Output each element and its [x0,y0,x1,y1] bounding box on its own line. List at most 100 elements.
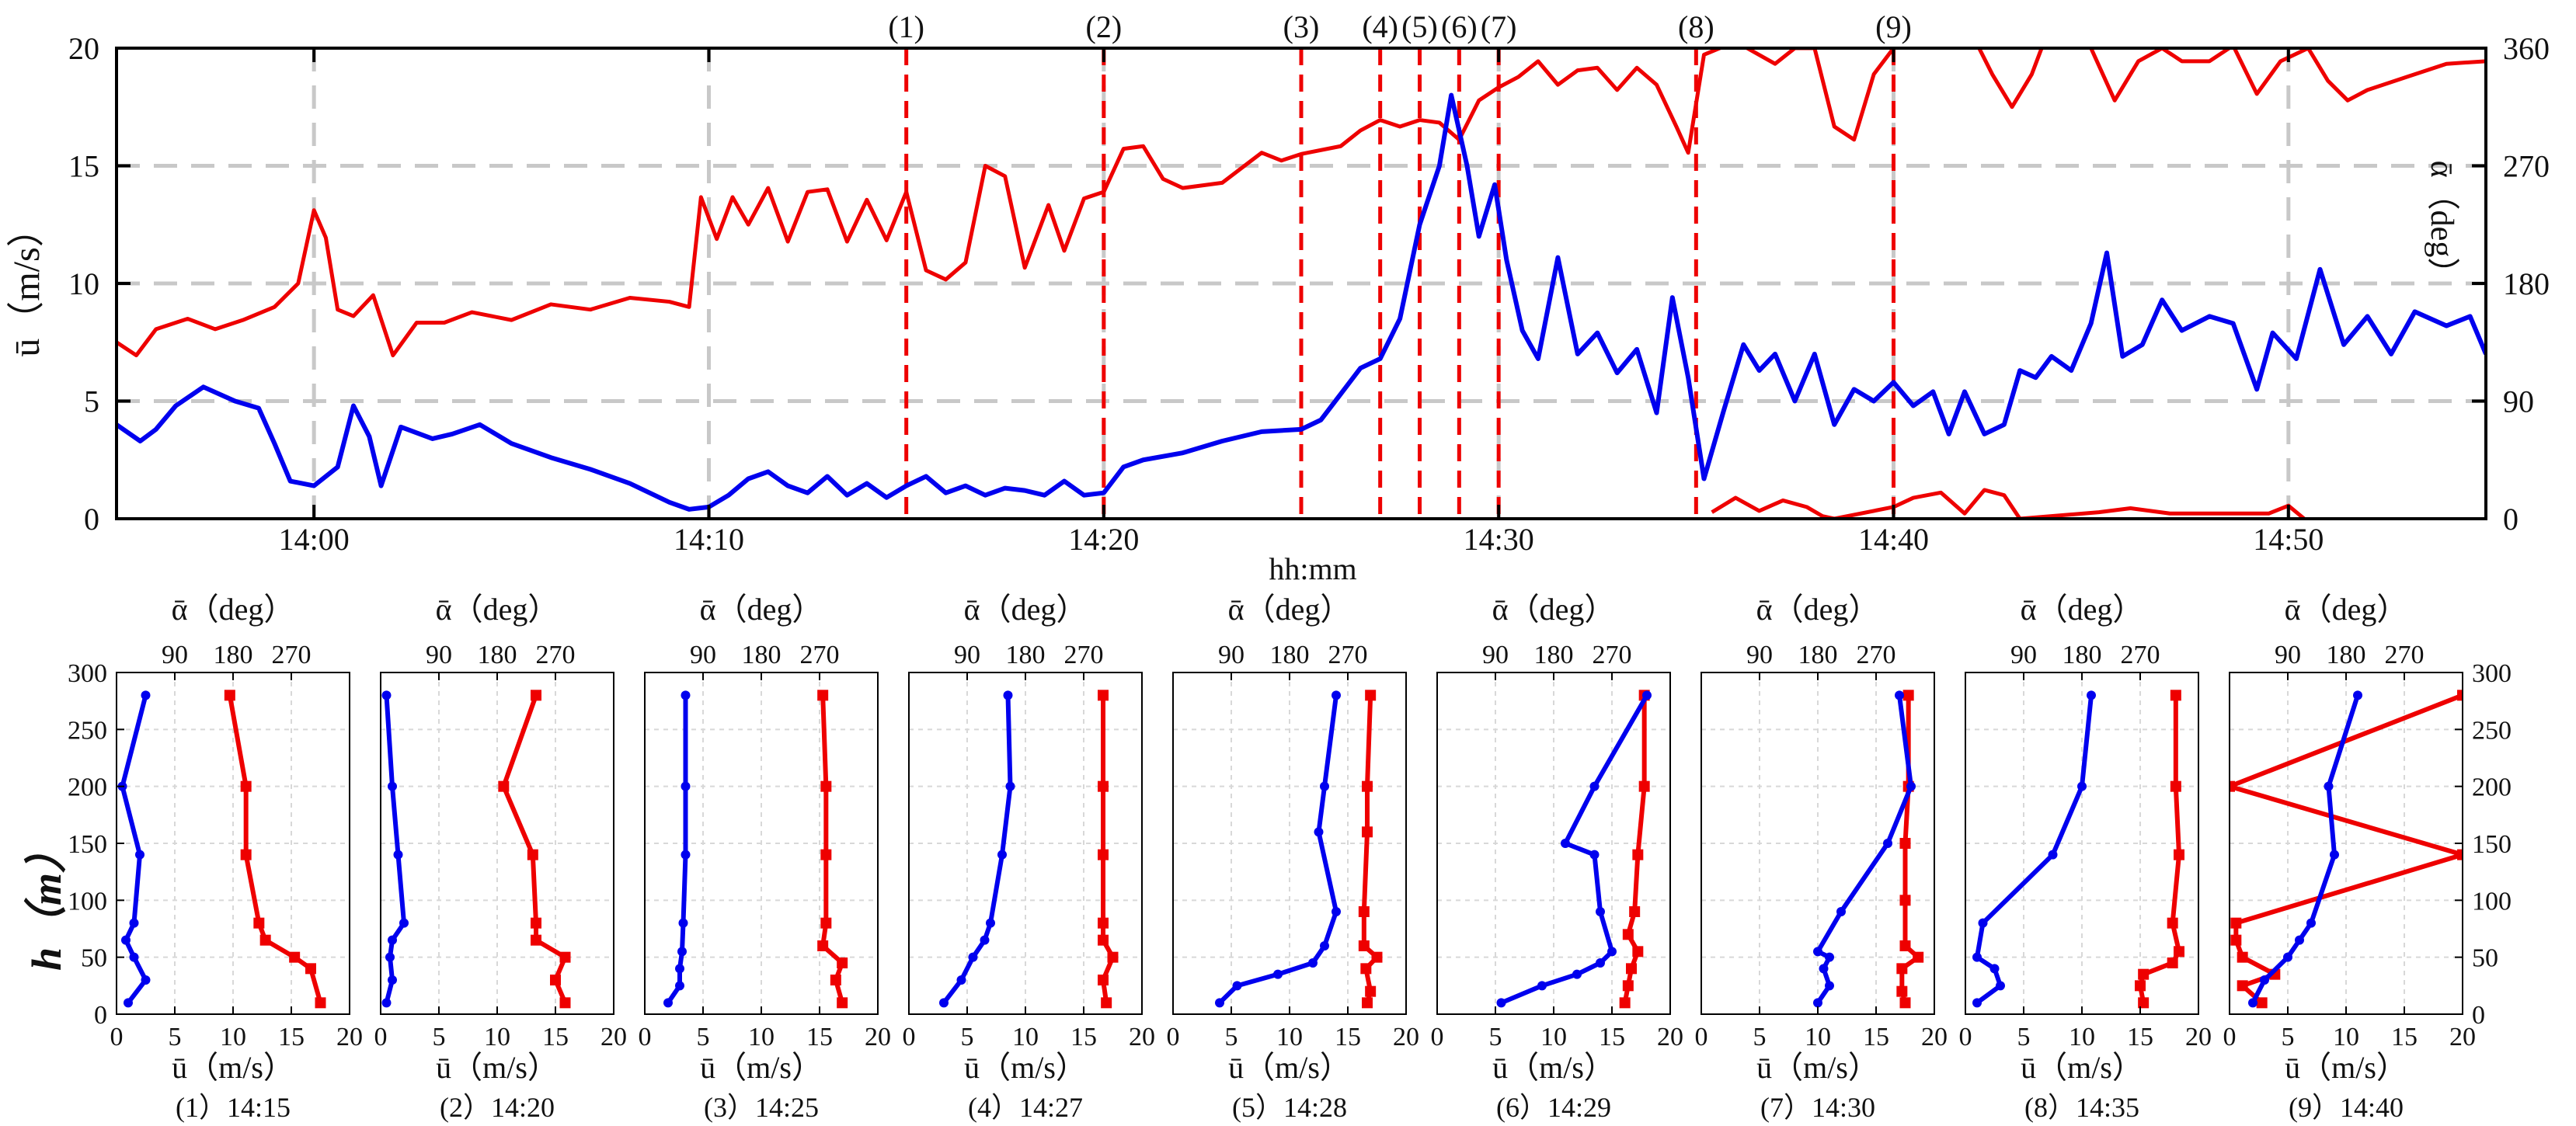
profile-x-tick-label: 5 [2282,1023,2295,1051]
direction-profile-marker [2237,951,2248,963]
speed-profile-marker [681,850,691,860]
profile-y-tick-label: 150 [68,830,107,859]
direction-profile-marker [1632,946,1644,957]
event-marker-label: (8) [1678,9,1714,44]
direction-profile-marker [1896,985,1908,997]
profile-y-tick-label: 100 [68,887,107,916]
direction-profile-marker [2138,968,2150,980]
direction-profile-marker [1098,934,1109,946]
direction-profile-marker [289,951,301,963]
profile-top-tick-label: 90 [690,641,716,669]
profile-panel: 0 5 10 15 20 90 180 270 ᾱ（deg） ū（m/s） (8）14:35 [1959,592,2212,1123]
speed-profile-marker [675,981,684,991]
y-tick-label-left: 0 [84,502,99,537]
direction-profile-marker [559,997,571,1009]
timeseries-xlabel: hh:mm [1269,551,1356,586]
profile-top-tick-label: 270 [2385,641,2425,669]
profile-top-tick-label: 180 [2327,641,2366,669]
speed-profile-marker [141,975,151,985]
direction-profile-marker [820,780,832,792]
direction-profile-marker [817,940,829,951]
profile-top-tick-label: 270 [1064,641,1104,669]
speed-profile-marker [393,850,403,860]
profile-x-tick-label: 15 [1599,1023,1625,1051]
event-marker-label: (9) [1875,9,1912,44]
x-tick-label: 14:10 [674,522,744,557]
speed-profile-marker [388,781,397,791]
direction-profile-marker [1899,940,1911,951]
x-tick-label: 14:20 [1068,522,1139,557]
profile-y-tick-label-right: 0 [2472,1001,2485,1030]
speed-profile-marker [1996,981,2005,991]
profile-x-tick-label: 10 [1540,1023,1567,1051]
speed-profile-marker [1589,781,1600,791]
direction-profile-marker [1101,997,1112,1009]
profile-top-axis-label: ᾱ（deg） [1492,592,1616,627]
profile-x-tick-label: 5 [697,1023,710,1051]
profile-x-tick-label: 5 [1489,1023,1502,1051]
direction-profile-marker [2170,690,2181,701]
speed-profile-marker [1561,839,1570,848]
profile-caption: (7）14:30 [1760,1092,1875,1123]
profile-panel: 0 5 10 15 20 90 180 270 ᾱ（deg） ū（m/s） (1）14:15 0 50 1… [68,592,363,1123]
direction-profile-marker [531,917,541,929]
speed-profile-marker [1813,947,1822,957]
profile-top-tick-label: 270 [272,641,312,669]
speed-profile-marker [1332,690,1341,700]
y-tick-label-left: 20 [68,31,99,66]
y-tick-label-left: 5 [84,384,99,419]
profile-bottom-axis-label: ū（m/s） [964,1050,1087,1085]
direction-series-line [117,48,2486,358]
direction-profile-marker [2256,997,2268,1009]
direction-profile-marker [1098,975,1109,985]
profile-y-tick-label: 0 [94,1001,107,1030]
profile-x-tick-label: 20 [2185,1023,2212,1051]
direction-profile-marker [2230,934,2242,946]
speed-profile-marker [1642,690,1652,700]
profile-y-tick-label: 250 [68,716,107,745]
profile-x-tick-label: 5 [169,1023,182,1051]
profile-top-tick-label: 180 [1798,641,1838,669]
profile-bottom-axis-label: ū（m/s） [1492,1050,1615,1085]
timeseries-ylabel-right: ᾱ（deg） [2424,161,2459,290]
speed-profile-marker [1825,981,1834,991]
profile-caption: (2）14:20 [440,1092,555,1123]
speed-profile-marker [980,935,990,945]
profile-top-axis-label: ᾱ（deg） [1228,592,1352,627]
speed-profile-marker [1572,969,1582,979]
profile-top-tick-label: 180 [1006,641,1046,669]
y-tick-label-right: 0 [2503,502,2519,537]
profile-x-tick-label: 0 [374,1023,388,1051]
profile-top-tick-label: 90 [1746,641,1773,669]
profile-caption: (1）14:15 [176,1092,291,1123]
direction-profile-marker [259,934,271,946]
direction-profile-marker [2457,849,2463,860]
profile-x-tick-label: 15 [2127,1023,2153,1051]
profile-top-tick-label: 270 [1328,641,1368,669]
direction-profile-marker [315,997,326,1009]
speed-profile-marker [1972,952,1982,962]
direction-profile-marker [820,849,832,860]
profile-caption: (9）14:40 [2289,1092,2404,1123]
speed-profile-marker [1232,981,1242,991]
speed-profile-marker [1978,918,1988,928]
direction-profile-marker [1619,997,1631,1009]
event-marker-label: (6) [1441,9,1478,44]
direction-profile-marker [837,957,848,968]
direction-profile-marker [1638,780,1650,792]
y-tick-label-right: 360 [2503,31,2550,66]
profile-top-tick-label: 180 [2063,641,2102,669]
profile-x-tick-label: 10 [1805,1023,1831,1051]
profile-x-tick-label: 10 [2069,1023,2095,1051]
direction-profile-marker [1362,780,1373,792]
speed-profile-marker [1825,952,1834,962]
direction-profile-marker [1626,963,1637,975]
profile-bottom-axis-label: ū（m/s） [2285,1050,2407,1085]
direction-profile-marker [1098,917,1109,929]
speed-profile-marker [124,998,133,1008]
profile-top-axis-label: ᾱ（deg） [436,592,559,627]
profile-top-axis-label: ᾱ（deg） [964,592,1088,627]
profile-x-tick-label: 5 [2017,1023,2031,1051]
speed-profile-marker [129,918,139,928]
